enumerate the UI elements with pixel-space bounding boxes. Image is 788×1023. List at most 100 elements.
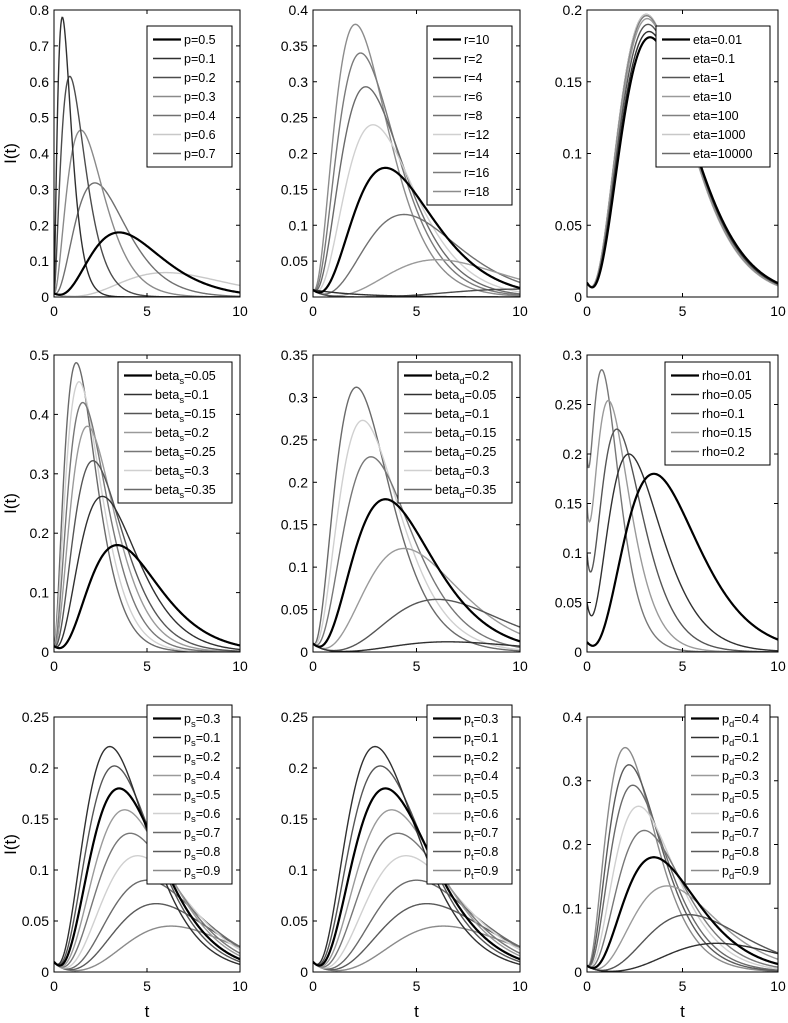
series-line-r-0 — [313, 166, 520, 294]
x-tick-label: 5 — [413, 303, 421, 319]
y-tick-label: 0.1 — [563, 545, 583, 561]
y-tick-label: 0.4 — [289, 2, 309, 18]
legend-label: ps=0.9 — [184, 864, 220, 882]
series-line-p-5 — [54, 271, 240, 297]
x-tick-label: 5 — [413, 658, 421, 674]
y-tick-label: 0.3 — [30, 181, 50, 197]
legend-label: ps=0.3 — [184, 712, 220, 730]
y-tick-label: 0 — [300, 964, 308, 980]
y-tick-label: 0.6 — [30, 74, 50, 90]
y-tick-label: 0.25 — [22, 709, 49, 725]
series-line-beta_d-6 — [313, 386, 520, 652]
legend-label: pd=0.5 — [722, 788, 759, 806]
legend-label: rho=0.05 — [702, 388, 752, 402]
y-tick-label: 0.7 — [30, 38, 50, 54]
legend-label: pt=0.6 — [464, 807, 498, 825]
legend-label: betas=0.25 — [155, 445, 216, 463]
legend-label: r=12 — [464, 128, 489, 142]
series-line-beta_d-4 — [313, 456, 520, 649]
x-tick-label: 10 — [512, 978, 528, 994]
y-tick-label: 0.05 — [22, 913, 49, 929]
y-tick-label: 0.4 — [30, 146, 50, 162]
legend-label: pd=0.8 — [722, 845, 759, 863]
legend-label: pt=0.3 — [464, 712, 498, 730]
y-tick-label: 0.1 — [563, 146, 583, 162]
y-tick-label: 0.2 — [30, 760, 50, 776]
legend: ps=0.3ps=0.1ps=0.2ps=0.4ps=0.5ps=0.6ps=0… — [146, 704, 233, 885]
series-group — [313, 23, 520, 297]
y-tick-label: 0.25 — [281, 432, 308, 448]
y-tick-label: 0.2 — [563, 837, 583, 853]
legend-label: betas=0.1 — [155, 388, 209, 406]
y-tick-label: 0.05 — [281, 913, 308, 929]
x-tick-label: 0 — [50, 978, 58, 994]
series-line-beta_s-4 — [54, 401, 240, 652]
legend-label: betas=0.05 — [155, 369, 216, 387]
y-tick-label: 0 — [41, 289, 49, 305]
legend-label: p=0.7 — [184, 147, 216, 161]
series-line-p_t-5 — [313, 855, 520, 969]
y-tick-label: 0.1 — [563, 900, 583, 916]
x-axis-label: t — [414, 1002, 419, 1021]
series-line-rho-1 — [587, 453, 778, 652]
series-line-beta_s-1 — [54, 495, 240, 651]
legend-label: betad=0.2 — [435, 369, 489, 387]
series-line-rho-0 — [587, 472, 778, 647]
series-line-p_d-2 — [587, 913, 778, 972]
legend-label: pd=0.7 — [722, 826, 759, 844]
series-line-p_d-0 — [587, 856, 778, 970]
legend-label: pt=0.2 — [464, 750, 498, 768]
y-tick-label: 0.3 — [289, 74, 309, 90]
y-tick-label: 0.25 — [281, 709, 308, 725]
series-line-p-0 — [54, 231, 240, 296]
y-tick-label: 0.4 — [563, 709, 583, 725]
y-tick-label: 0.2 — [30, 525, 50, 541]
y-tick-label: 0.8 — [30, 2, 50, 18]
legend-label: r=8 — [464, 109, 482, 123]
series-line-p_d-6 — [587, 784, 778, 971]
x-tick-label: 5 — [143, 303, 151, 319]
series-line-p_d-5 — [587, 805, 778, 970]
legend: p=0.5 p=0.1 p=0.2 p=0.3 p=0.4 p=0.6 p=0.7 — [146, 25, 233, 168]
y-tick-label: 0.15 — [281, 517, 308, 533]
series-line-p-4 — [54, 182, 240, 297]
x-tick-label: 5 — [413, 978, 421, 994]
legend-label: p=0.3 — [184, 90, 216, 104]
legend-label: pd=0.9 — [722, 864, 759, 882]
series-line-beta_s-0 — [54, 543, 240, 650]
x-tick-label: 10 — [512, 658, 528, 674]
series-line-p_d-3 — [587, 885, 778, 970]
legend-label: eta=100 — [693, 109, 739, 123]
y-tick-label: 0.15 — [555, 496, 582, 512]
x-tick-label: 10 — [232, 978, 248, 994]
series-line-p_d-1 — [587, 942, 778, 972]
y-tick-label: 0.25 — [281, 110, 308, 126]
x-tick-label: 10 — [770, 978, 786, 994]
legend-label: ps=0.8 — [184, 845, 220, 863]
legend-label: ps=0.1 — [184, 731, 220, 749]
series-line-beta_s-3 — [54, 425, 240, 652]
y-tick-label: 0.35 — [281, 38, 308, 54]
legend-label: betad=0.3 — [435, 464, 489, 482]
x-tick-label: 5 — [679, 303, 687, 319]
legend-label: r=14 — [464, 147, 489, 161]
x-tick-label: 5 — [143, 658, 151, 674]
x-tick-label: 5 — [143, 978, 151, 994]
legend-label: p=0.1 — [184, 52, 216, 66]
x-tick-label: 10 — [512, 303, 528, 319]
y-tick-label: 0.2 — [289, 146, 309, 162]
x-tick-label: 0 — [309, 978, 317, 994]
legend-label: ps=0.2 — [184, 750, 220, 768]
y-tick-label: 0.3 — [289, 389, 309, 405]
legend-label: pd=0.3 — [722, 769, 759, 787]
series-line-beta_d-3 — [313, 547, 520, 650]
panel-eta: 00.050.10.150.20 5 10eta=0.01eta=0.1eta=1e… — [555, 2, 786, 319]
legend-label: r=10 — [464, 33, 489, 47]
series-group — [313, 745, 520, 972]
legend-label: betad=0.1 — [435, 407, 489, 425]
x-axis-label: t — [680, 1002, 685, 1021]
y-tick-label: 0.05 — [281, 602, 308, 618]
series-line-p_t-8 — [313, 925, 520, 972]
series-line-p_t-0 — [313, 787, 520, 967]
